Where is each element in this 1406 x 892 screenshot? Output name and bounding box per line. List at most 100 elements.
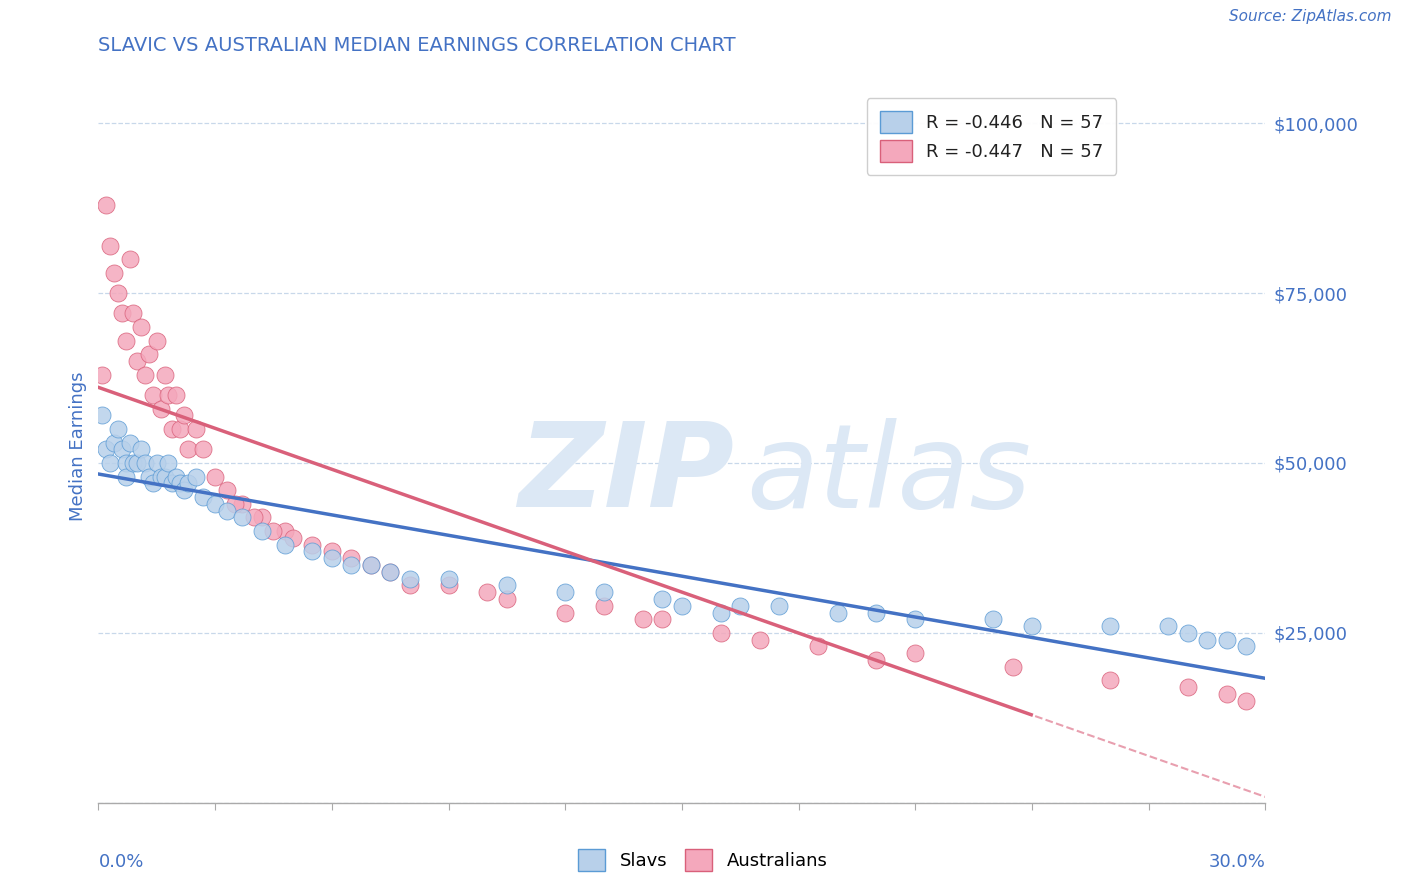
Point [710,606,733,620]
Point [631,612,654,626]
Point [134,368,156,382]
Point [710,626,733,640]
Point [165,469,187,483]
Point [380,565,402,579]
Point [768,599,790,613]
Text: 0.0%: 0.0% [98,853,143,871]
Point [193,490,215,504]
Text: ZIP: ZIP [519,417,734,532]
Point [243,510,266,524]
Point [103,266,125,280]
Point [204,497,226,511]
Point [321,544,343,558]
Point [865,653,887,667]
Point [107,422,129,436]
Point [1157,619,1180,633]
Point [184,469,207,483]
Point [107,286,129,301]
Point [437,572,460,586]
Point [173,409,195,423]
Point [122,306,145,320]
Text: 30.0%: 30.0% [1209,853,1265,871]
Point [173,483,195,498]
Point [593,599,616,613]
Point [340,558,363,572]
Point [138,347,160,361]
Point [748,632,770,647]
Point [250,524,273,538]
Point [91,368,114,382]
Point [1098,673,1121,688]
Point [193,442,215,457]
Point [398,578,420,592]
Point [114,334,136,348]
Point [1177,626,1199,640]
Point [114,456,136,470]
Point [1001,660,1024,674]
Point [321,551,343,566]
Point [177,442,200,457]
Point [153,469,176,483]
Point [231,510,253,524]
Point [593,585,616,599]
Point [554,606,576,620]
Point [204,469,226,483]
Point [250,510,273,524]
Point [231,497,253,511]
Point [1021,619,1043,633]
Legend: R = -0.446   N = 57, R = -0.447   N = 57: R = -0.446 N = 57, R = -0.447 N = 57 [868,98,1116,175]
Point [1195,632,1218,647]
Point [142,388,165,402]
Text: Source: ZipAtlas.com: Source: ZipAtlas.com [1229,9,1392,24]
Legend: Slavs, Australians: Slavs, Australians [571,842,835,879]
Point [215,483,238,498]
Point [91,409,114,423]
Point [1098,619,1121,633]
Point [865,606,887,620]
Y-axis label: Median Earnings: Median Earnings [69,371,87,521]
Point [127,354,149,368]
Point [122,456,145,470]
Point [134,456,156,470]
Point [162,422,184,436]
Point [1234,640,1257,654]
Point [96,442,118,457]
Point [904,612,927,626]
Point [496,591,519,606]
Point [496,578,519,592]
Point [1234,694,1257,708]
Point [98,456,121,470]
Point [146,456,169,470]
Point [340,551,363,566]
Point [103,435,125,450]
Point [807,640,830,654]
Point [262,524,284,538]
Point [98,238,121,252]
Point [153,368,176,382]
Point [157,456,180,470]
Point [274,524,297,538]
Point [1215,632,1237,647]
Point [274,537,297,551]
Point [477,585,499,599]
Point [281,531,304,545]
Point [169,476,191,491]
Point [138,469,160,483]
Point [118,435,141,450]
Point [554,585,576,599]
Point [1215,687,1237,701]
Point [149,469,172,483]
Point [651,612,673,626]
Point [165,388,187,402]
Point [301,537,323,551]
Point [157,388,180,402]
Point [651,591,673,606]
Point [215,503,238,517]
Point [114,469,136,483]
Point [129,442,152,457]
Point [177,476,200,491]
Point [169,422,191,436]
Point [1177,680,1199,694]
Point [398,572,420,586]
Point [224,497,246,511]
